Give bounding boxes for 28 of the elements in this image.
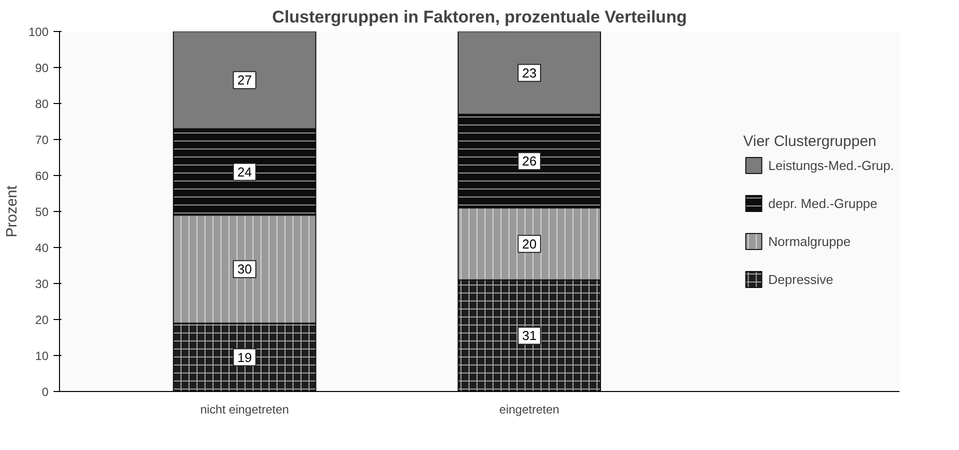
data-label: 20 xyxy=(522,236,537,252)
legend-label: depr. Med.-Gruppe xyxy=(768,196,878,210)
x-tick-label: eingetreten xyxy=(499,402,560,416)
y-tick-label: 80 xyxy=(35,97,49,111)
data-label: 30 xyxy=(237,262,252,277)
legend-title: Vier Clustergruppen xyxy=(743,133,878,150)
y-tick-label: 70 xyxy=(35,133,49,147)
legend-label: Normalgruppe xyxy=(768,234,851,248)
y-tick-label: 100 xyxy=(28,25,49,39)
y-axis-title: Prozent xyxy=(3,184,20,238)
y-tick-label: 40 xyxy=(35,241,49,255)
data-label: 19 xyxy=(237,350,252,365)
data-label: 23 xyxy=(522,65,537,80)
data-label: 24 xyxy=(237,164,252,180)
data-label: 31 xyxy=(522,328,537,344)
chart-title: Clustergruppen in Faktoren, prozentuale Verteilung xyxy=(272,8,687,26)
legend-label: Leistungs-Med.-Grup. xyxy=(768,158,894,172)
y-tick-label: 50 xyxy=(35,205,49,219)
x-tick-label: nicht eingetreten xyxy=(200,402,289,416)
legend-label: Depressive xyxy=(768,272,834,286)
y-tick-label: 90 xyxy=(35,61,49,75)
y-tick-label: 10 xyxy=(35,349,49,363)
y-tick-label: 30 xyxy=(35,277,49,291)
data-label: 26 xyxy=(522,154,537,169)
data-label: 27 xyxy=(237,72,252,88)
y-tick-label: 0 xyxy=(42,385,49,399)
y-tick-label: 60 xyxy=(35,169,49,183)
y-tick-label: 20 xyxy=(35,313,49,327)
